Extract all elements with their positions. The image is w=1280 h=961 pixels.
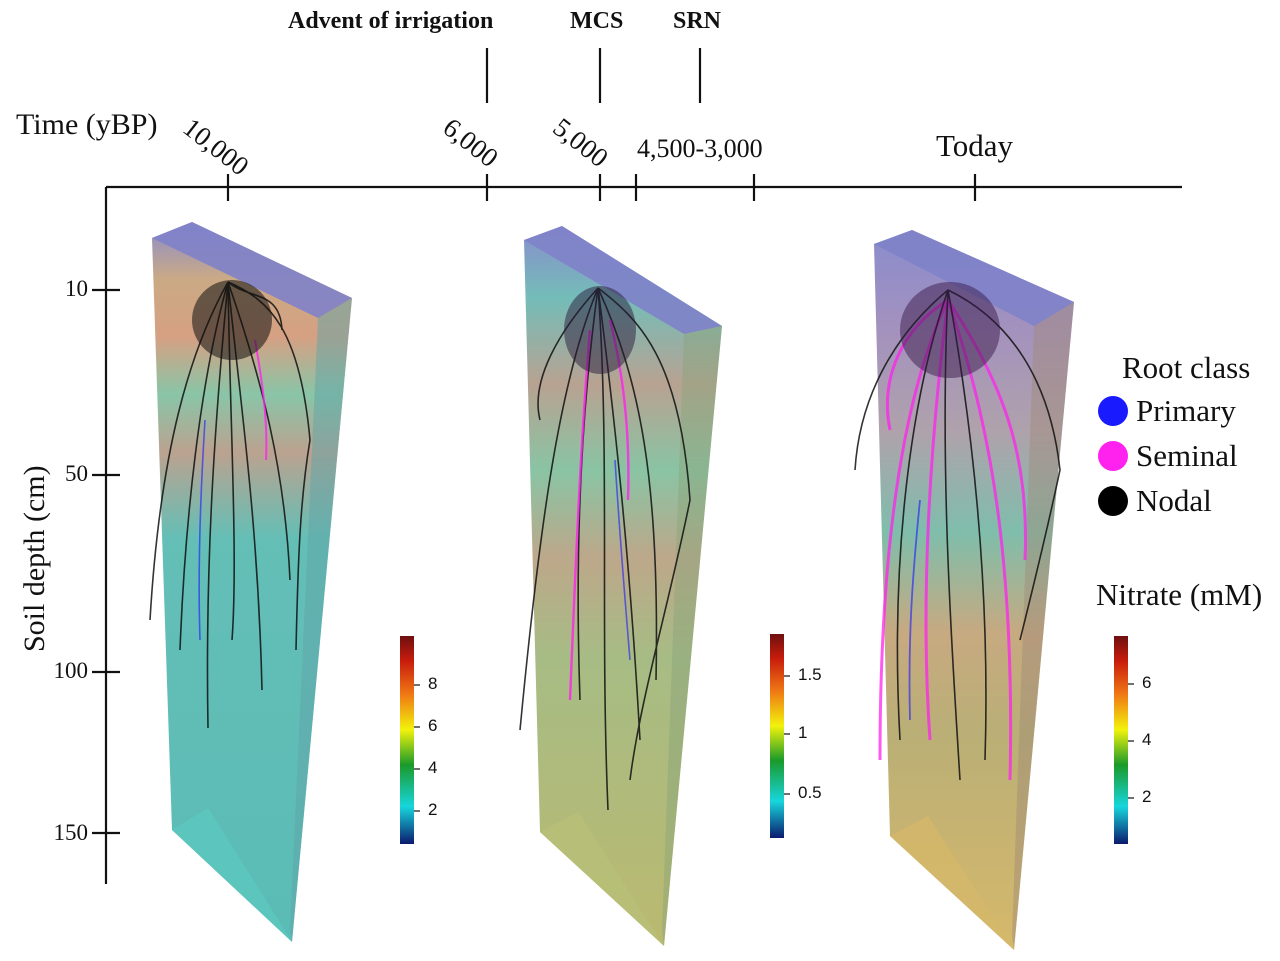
- colorbar-3-tick-4: 4: [1142, 730, 1152, 749]
- colorbar-1: [400, 636, 420, 844]
- depth-tick-10: 10: [65, 276, 88, 301]
- colorbar-2: [770, 634, 790, 838]
- colorbar-1-tick-8: 8: [428, 674, 438, 693]
- depth-tick-150: 150: [53, 820, 89, 845]
- nodal-dot-icon: [1098, 486, 1128, 516]
- colorbar-3-tick-6: 6: [1142, 673, 1152, 692]
- time-axis-title: Time (yBP): [16, 108, 158, 141]
- colorbar-3-tick-2: 2: [1142, 787, 1152, 806]
- depth-tick-50: 50: [65, 461, 88, 486]
- event-irrigation-label: Advent of irrigation: [288, 8, 494, 34]
- soil-column-5000: [519, 226, 722, 946]
- legend-label-primary: Primary: [1136, 393, 1236, 428]
- time-axis: [106, 174, 1182, 201]
- nitrate-title: Nitrate (mM): [1096, 577, 1263, 612]
- soil-column-10000: [149, 222, 352, 942]
- colorbar-2-tick-1: 1: [798, 723, 808, 742]
- legend-label-seminal: Seminal: [1136, 438, 1238, 473]
- colorbar-2-tick-0-5: 0.5: [798, 783, 822, 802]
- depth-axis: [92, 187, 120, 884]
- colorbar-1-tick-2: 2: [428, 800, 438, 819]
- event-markers: [485, 48, 702, 103]
- legend-label-nodal: Nodal: [1136, 483, 1212, 518]
- legend-item-primary: Primary: [1098, 393, 1236, 429]
- depth-tick-100: 100: [53, 658, 89, 683]
- colorbar-2-tick-1-5: 1.5: [798, 665, 822, 684]
- colorbar-1-tick-4: 4: [428, 758, 438, 777]
- time-tick-today: Today: [936, 128, 1014, 163]
- legend-item-nodal: Nodal: [1098, 483, 1212, 519]
- root-class-title: Root class: [1122, 350, 1251, 385]
- colorbar-3: [1114, 636, 1134, 844]
- legend-item-seminal: Seminal: [1098, 438, 1238, 474]
- seminal-dot-icon: [1098, 441, 1128, 471]
- event-mcs-label: MCS: [570, 8, 624, 34]
- event-srn-label: SRN: [673, 8, 722, 34]
- colorbar-1-tick-6: 6: [428, 716, 438, 735]
- soil-column-today: [854, 230, 1074, 950]
- time-tick-4500-3000: 4,500-3,000: [637, 134, 763, 163]
- primary-dot-icon: [1098, 396, 1128, 426]
